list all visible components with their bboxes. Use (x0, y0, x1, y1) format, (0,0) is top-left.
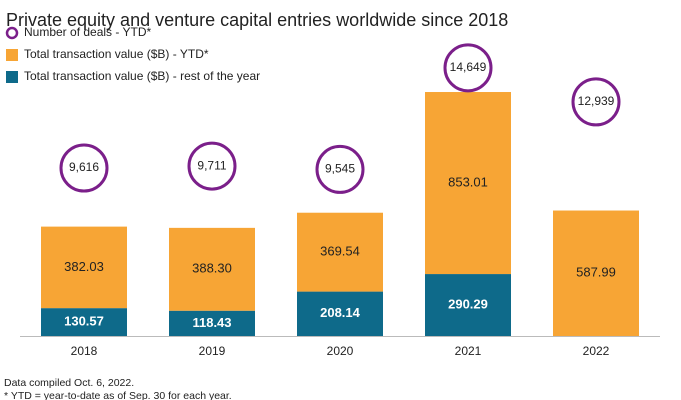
deal-circle (187, 141, 237, 191)
data-label: 853.01 (448, 174, 488, 189)
legend-marker (5, 26, 19, 40)
data-label: 14,649 (450, 60, 487, 74)
data-label: 382.03 (64, 259, 104, 274)
deal-circle (443, 43, 493, 93)
note: Data compiled Oct. 6, 2022. (4, 377, 134, 389)
legend-marker (6, 49, 18, 61)
bar-segment (297, 212, 383, 292)
bar-segment (425, 274, 511, 336)
deal-circle (59, 143, 109, 193)
data-label: 118.43 (192, 315, 231, 330)
legend-label: Total transaction value ($B) - YTD* (24, 47, 209, 61)
deal-circle (315, 144, 365, 194)
data-label: 9,616 (69, 160, 99, 174)
data-label: 388.30 (192, 261, 232, 276)
legend-marker (6, 71, 18, 83)
data-label: 130.57 (64, 314, 104, 329)
bar-segment (425, 92, 511, 275)
data-label: 369.54 (320, 244, 360, 259)
bar-segment (41, 308, 127, 336)
data-label: 587.99 (576, 265, 616, 280)
bar-segment (41, 226, 127, 309)
data-label: 9,711 (197, 158, 226, 172)
x-tick-label: 2022 (583, 344, 610, 358)
legend-label: Number of deals - YTD* (24, 25, 151, 39)
data-label: 9,545 (325, 162, 355, 176)
data-label: 208.14 (320, 305, 361, 320)
x-tick-label: 2021 (455, 344, 482, 358)
data-label: 12,939 (578, 94, 615, 108)
legend-label: Total transaction value ($B) - rest of t… (24, 69, 260, 83)
note: * YTD = year-to-date as of Sep. 30 for e… (4, 390, 232, 400)
chart-title: Private equity and venture capital entri… (6, 10, 508, 30)
bar-segment (169, 227, 255, 311)
bar-segment (169, 310, 255, 336)
x-tick-label: 2019 (199, 344, 226, 358)
bar-segment (297, 291, 383, 336)
bar-segment (553, 210, 639, 336)
deal-circle (571, 77, 621, 127)
data-label: 290.29 (448, 296, 488, 311)
x-tick-label: 2018 (71, 344, 98, 358)
x-tick-label: 2020 (327, 344, 354, 358)
